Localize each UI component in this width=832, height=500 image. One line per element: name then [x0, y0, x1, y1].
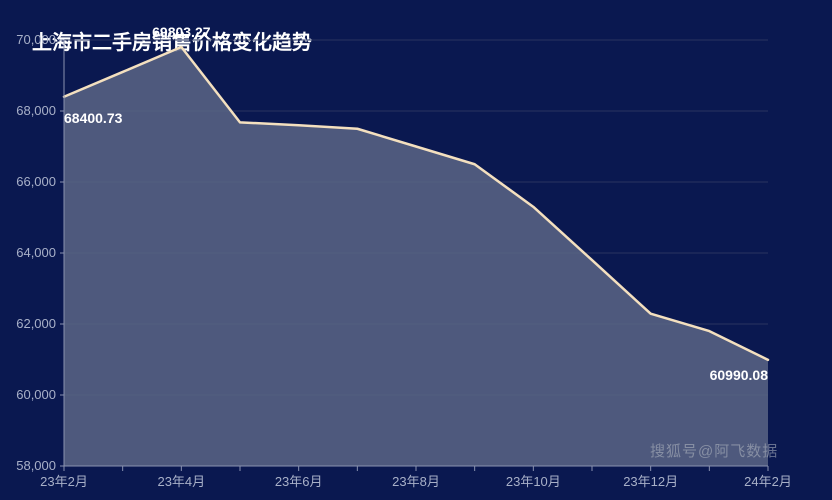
data-label: 60990.08: [710, 367, 769, 383]
data-label: 69803.27: [152, 24, 211, 40]
svg-text:66,000: 66,000: [16, 174, 56, 189]
svg-text:23年6月: 23年6月: [275, 474, 323, 489]
data-label: 68400.73: [64, 110, 123, 126]
svg-text:23年2月: 23年2月: [40, 474, 88, 489]
series-area: [64, 47, 768, 466]
watermark: 搜狐号@阿飞数据: [650, 440, 778, 461]
svg-text:60,000: 60,000: [16, 387, 56, 402]
chart-root: 上海市二手房销售价格变化趋势 58,00060,00062,00064,0006…: [0, 0, 832, 500]
svg-text:23年8月: 23年8月: [392, 474, 440, 489]
svg-text:23年12月: 23年12月: [623, 474, 678, 489]
svg-text:68,000: 68,000: [16, 103, 56, 118]
svg-text:62,000: 62,000: [16, 316, 56, 331]
svg-text:58,000: 58,000: [16, 458, 56, 473]
chart-svg: 58,000 60,000 62,000 64,000 66,000 68,000 70,0…: [0, 0, 832, 500]
svg-text:23年4月: 23年4月: [157, 474, 205, 489]
svg-text:23年10月: 23年10月: [506, 474, 561, 489]
svg-text:70,000: 70,000: [16, 32, 56, 47]
svg-text:24年2月: 24年2月: [744, 474, 792, 489]
svg-text:64,000: 64,000: [16, 245, 56, 260]
